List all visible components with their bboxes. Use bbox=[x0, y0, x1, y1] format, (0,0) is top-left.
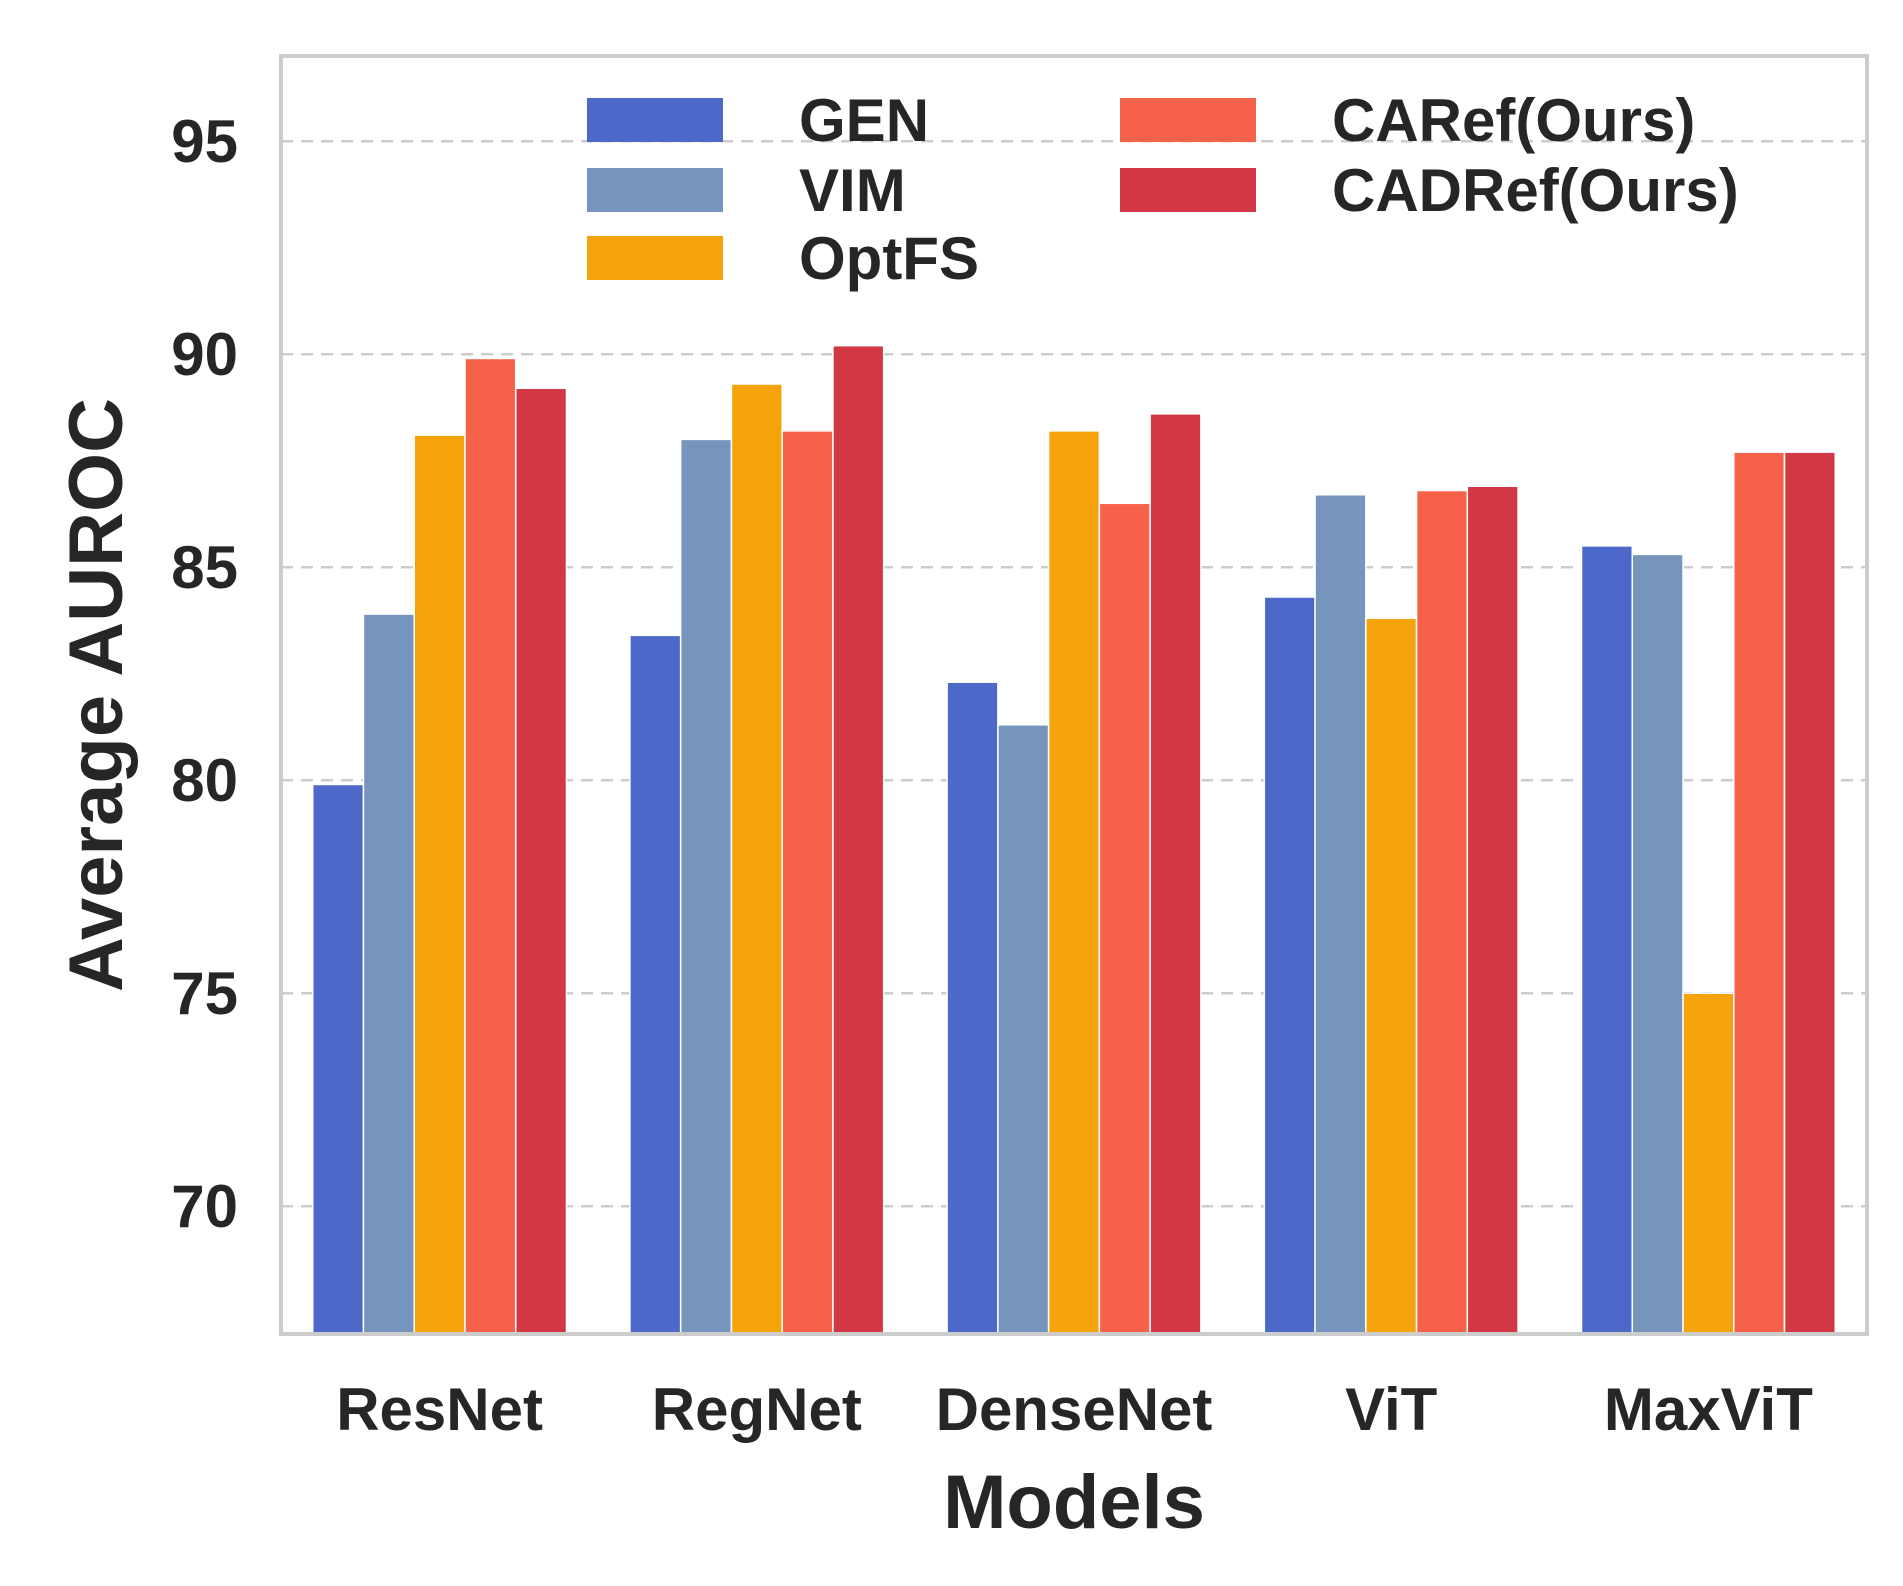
y-tick-label: 95 bbox=[171, 108, 238, 175]
x-tick-label: DenseNet bbox=[936, 1376, 1213, 1443]
bar-vim-regnet bbox=[679, 438, 733, 1335]
bar-gen-densenet bbox=[946, 681, 999, 1335]
legend-label: VIM bbox=[799, 157, 906, 224]
bar-caref-ours--maxvit bbox=[1733, 451, 1786, 1335]
x-axis-label: Models bbox=[943, 1460, 1205, 1545]
y-tick-label: 70 bbox=[171, 1173, 238, 1240]
bar-optfs-regnet bbox=[730, 383, 783, 1335]
bar-gen-maxvit bbox=[1580, 545, 1634, 1335]
bar-cadref-ours--vit bbox=[1466, 485, 1519, 1335]
bar-optfs-maxvit bbox=[1682, 992, 1735, 1335]
plot-frame bbox=[279, 54, 1869, 1336]
y-tick-label: 80 bbox=[171, 747, 238, 814]
bar-vim-maxvit bbox=[1631, 553, 1684, 1335]
y-tick-labels: 70 75 80 85 90 95 bbox=[171, 108, 238, 1240]
bar-cadref-ours--resnet bbox=[514, 387, 568, 1335]
bar-vim-densenet bbox=[997, 724, 1050, 1335]
bar-gen-resnet bbox=[311, 783, 365, 1335]
bar-gen-regnet bbox=[629, 634, 682, 1335]
bars bbox=[311, 344, 1837, 1335]
bar-optfs-resnet bbox=[413, 434, 466, 1335]
legend-label: CARef(Ours) bbox=[1332, 87, 1695, 154]
y-axis-label: Average AUROC bbox=[54, 398, 139, 992]
y-tick-label: 75 bbox=[171, 960, 238, 1027]
legend-label: CADRef(Ours) bbox=[1332, 157, 1739, 224]
bar-cadref-ours--regnet bbox=[832, 344, 885, 1335]
bar-optfs-vit bbox=[1365, 617, 1418, 1335]
legend-swatch bbox=[587, 168, 723, 212]
bar-cadref-ours--densenet bbox=[1149, 413, 1202, 1335]
bar-caref-ours--resnet bbox=[464, 357, 517, 1335]
legend-swatch bbox=[587, 236, 723, 280]
legend-swatch bbox=[587, 98, 723, 142]
bar-vim-resnet bbox=[362, 613, 415, 1335]
bar-optfs-densenet bbox=[1047, 430, 1101, 1335]
x-tick-label: RegNet bbox=[652, 1376, 862, 1443]
bar-gen-vit bbox=[1263, 596, 1316, 1335]
bar-caref-ours--regnet bbox=[781, 430, 834, 1335]
y-tick-label: 90 bbox=[171, 321, 238, 388]
legend-label: GEN bbox=[799, 87, 929, 154]
bar-cadref-ours--maxvit bbox=[1783, 451, 1837, 1335]
legend-swatch bbox=[1120, 168, 1256, 212]
legend-swatch bbox=[1120, 98, 1256, 142]
bar-caref-ours--densenet bbox=[1098, 502, 1151, 1335]
x-tick-labels: ResNet RegNet DenseNet ViT MaxViT bbox=[336, 1376, 1813, 1443]
bar-vim-vit bbox=[1314, 494, 1367, 1335]
x-tick-label: ResNet bbox=[336, 1376, 543, 1443]
bar-caref-ours--vit bbox=[1415, 489, 1469, 1335]
x-tick-label: ViT bbox=[1345, 1376, 1437, 1443]
y-tick-label: 85 bbox=[171, 534, 238, 601]
legend-label: OptFS bbox=[799, 225, 979, 292]
x-tick-label: MaxViT bbox=[1604, 1376, 1813, 1443]
